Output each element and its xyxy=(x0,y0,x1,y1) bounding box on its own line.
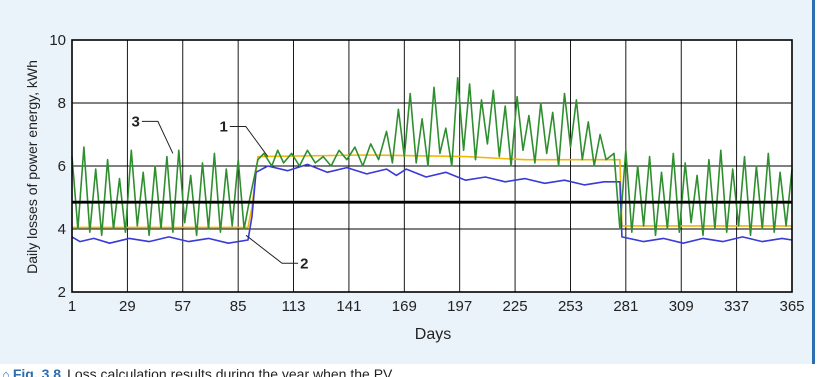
annotation-label-2: 2 xyxy=(300,255,308,272)
x-tick-label: 365 xyxy=(779,298,804,315)
series-line-3 xyxy=(71,77,793,237)
x-tick-label: 57 xyxy=(174,298,191,315)
caption-text: Loss calculation results during the year… xyxy=(67,366,393,377)
series-layer xyxy=(71,77,793,244)
line-chart: 1 29 57 85 113 141 169 197 225 253 281 309 337 365 24… xyxy=(24,32,805,343)
y-tick-label: 4 xyxy=(58,221,66,238)
annotation-label-1: 1 xyxy=(219,119,227,136)
annotation-leader xyxy=(245,234,299,264)
y-tick-label: 8 xyxy=(58,95,66,112)
figure-caption: ⌂ Fig. 3.8 Loss calculation results during… xyxy=(2,364,817,377)
annotation-leader xyxy=(141,120,174,154)
y-tick-label: 2 xyxy=(58,284,66,301)
series-line-2 xyxy=(71,163,793,244)
x-tick-labels: 1 29 57 85 113 141 169 197 225 253 281 309 337 365 xyxy=(68,298,805,315)
x-tick-label: 309 xyxy=(669,298,694,315)
x-tick-label: 141 xyxy=(336,298,361,315)
y-tick-label: 6 xyxy=(58,158,66,175)
plot-frame xyxy=(71,39,793,293)
x-tick-label: 253 xyxy=(558,298,583,315)
x-tick-label: 29 xyxy=(119,298,136,315)
x-tick-label: 169 xyxy=(392,298,417,315)
x-tick-label: 225 xyxy=(503,298,528,315)
y-tick-label: 10 xyxy=(49,32,66,49)
y-tick-labels: 2 4 6 8 10 xyxy=(49,32,66,301)
x-tick-label: 113 xyxy=(282,298,306,315)
x-axis-label: Days xyxy=(415,326,451,343)
caption-marker-icon: ⌂ xyxy=(2,367,10,377)
x-tick-label: 281 xyxy=(613,298,638,315)
annotation-label-3: 3 xyxy=(132,113,140,130)
x-tick-label: 337 xyxy=(724,298,749,315)
x-tick-label: 85 xyxy=(230,298,247,315)
x-tick-label: 197 xyxy=(447,298,472,315)
y-axis-label: Daily losses of power energy, kWh xyxy=(24,60,40,274)
x-tick-label: 1 xyxy=(68,298,76,315)
annotations: 1 2 3 xyxy=(132,113,309,272)
caption-label: Fig. 3.8 xyxy=(12,366,62,377)
annotation-leader xyxy=(229,126,269,157)
